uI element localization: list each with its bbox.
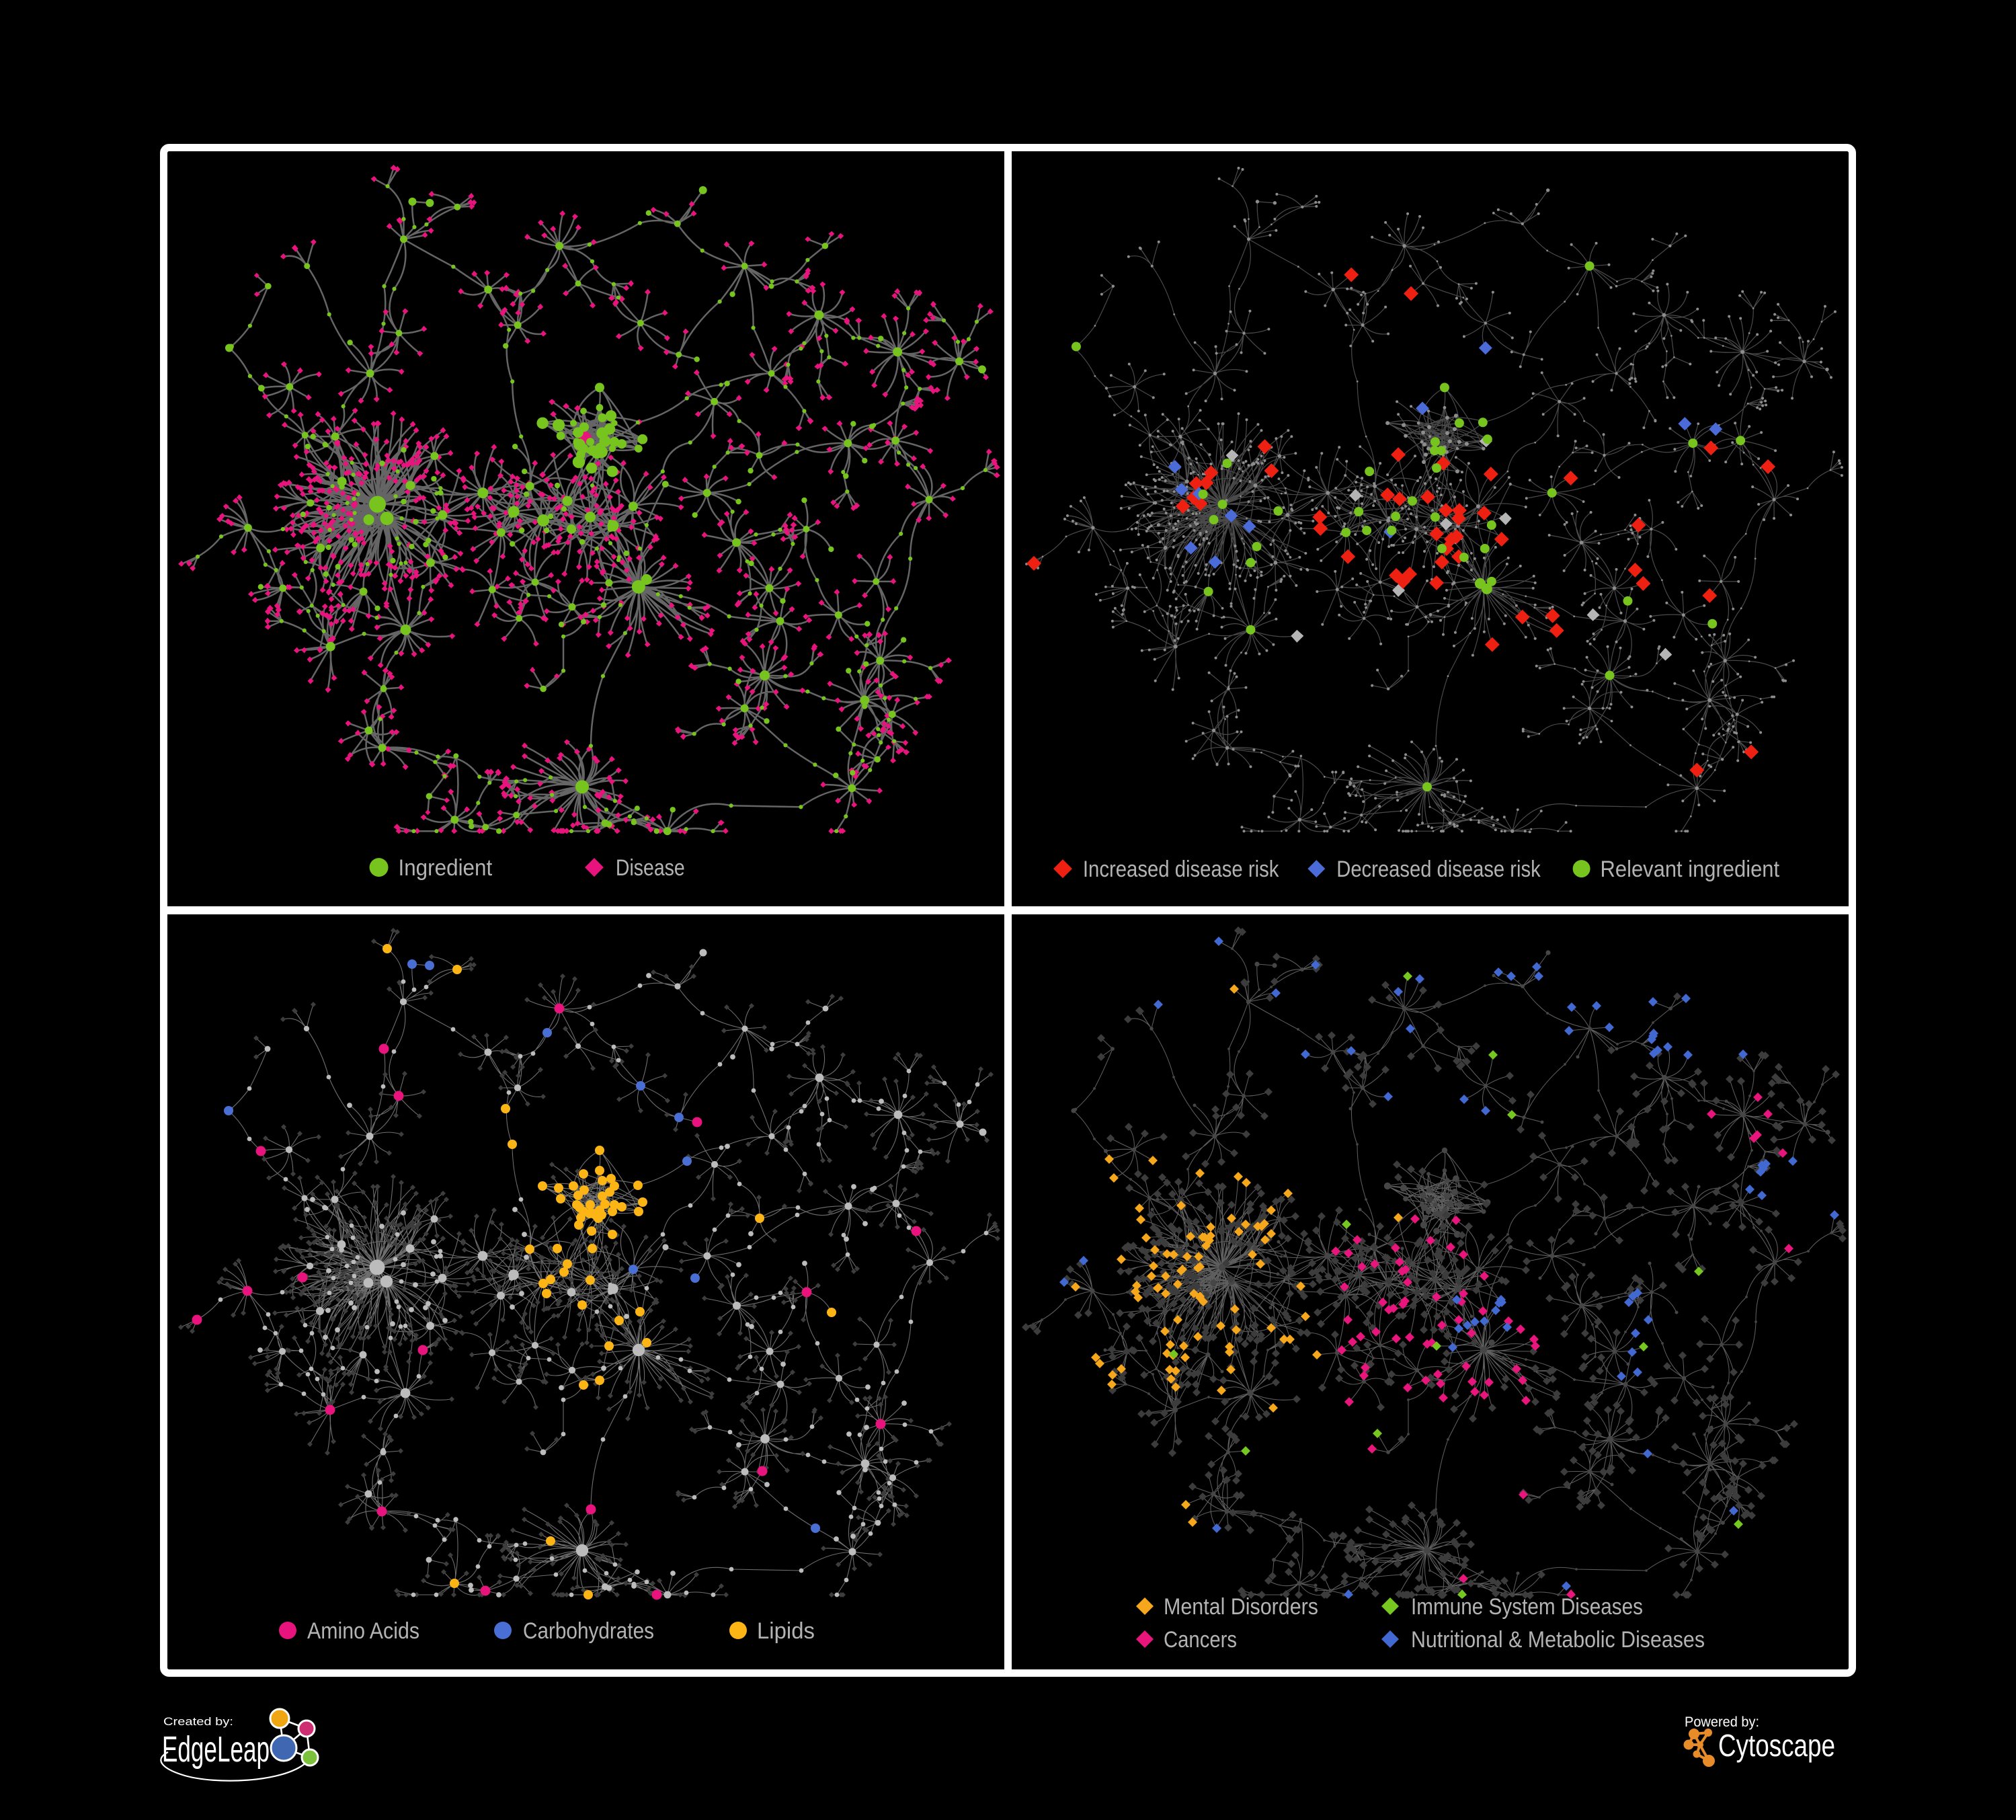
svg-text:Powered by:: Powered by: bbox=[1685, 1714, 1759, 1730]
svg-text:Decreased disease risk: Decreased disease risk bbox=[1336, 857, 1541, 882]
svg-text:Created by:: Created by: bbox=[163, 1715, 233, 1728]
svg-text:Relevant ingredient: Relevant ingredient bbox=[1601, 857, 1780, 882]
svg-text:Lipids: Lipids bbox=[757, 1618, 815, 1644]
svg-text:Nutritional & Metabolic Diseas: Nutritional & Metabolic Diseases bbox=[1411, 1627, 1705, 1653]
svg-text:Immune System Diseases: Immune System Diseases bbox=[1411, 1594, 1643, 1620]
svg-text:Cytoscape: Cytoscape bbox=[1718, 1728, 1835, 1763]
svg-text:Ingredient: Ingredient bbox=[398, 855, 492, 881]
svg-text:EdgeLeap: EdgeLeap bbox=[162, 1729, 270, 1770]
svg-text:Disease: Disease bbox=[616, 855, 685, 881]
svg-text:Amino Acids: Amino Acids bbox=[307, 1618, 419, 1644]
svg-text:Carbohydrates: Carbohydrates bbox=[523, 1618, 654, 1644]
svg-text:Mental Disorders: Mental Disorders bbox=[1164, 1594, 1318, 1620]
svg-text:Cancers: Cancers bbox=[1164, 1627, 1237, 1653]
svg-text:Increased disease risk: Increased disease risk bbox=[1083, 857, 1279, 882]
